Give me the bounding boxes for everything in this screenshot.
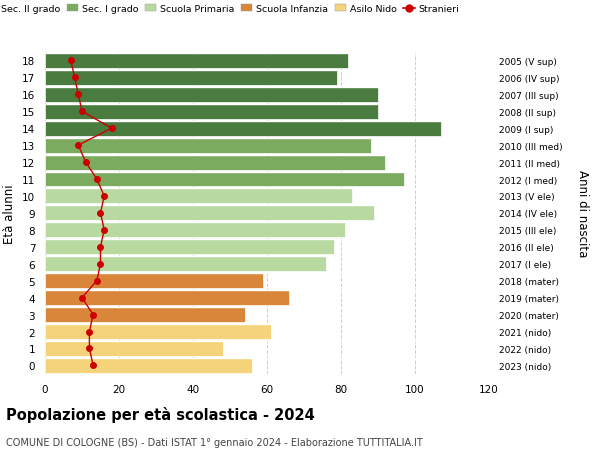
- Bar: [45, 291, 289, 305]
- Text: Popolazione per età scolastica - 2024: Popolazione per età scolastica - 2024: [6, 406, 315, 422]
- Bar: [45, 71, 337, 85]
- Text: COMUNE DI COLOGNE (BS) - Dati ISTAT 1° gennaio 2024 - Elaborazione TUTTITALIA.IT: COMUNE DI COLOGNE (BS) - Dati ISTAT 1° g…: [6, 437, 423, 447]
- Bar: [45, 172, 404, 187]
- Bar: [45, 274, 263, 289]
- Bar: [45, 88, 378, 102]
- Bar: [45, 206, 374, 221]
- Bar: [45, 325, 271, 339]
- Bar: [45, 341, 223, 356]
- Y-axis label: Età alunni: Età alunni: [4, 184, 16, 243]
- Bar: [45, 105, 378, 119]
- Bar: [45, 54, 349, 69]
- Legend: Sec. II grado, Sec. I grado, Scuola Primaria, Scuola Infanzia, Asilo Nido, Stran: Sec. II grado, Sec. I grado, Scuola Prim…: [0, 1, 463, 18]
- Bar: [45, 122, 441, 136]
- Bar: [45, 155, 385, 170]
- Bar: [45, 240, 334, 255]
- Bar: [45, 308, 245, 322]
- Bar: [45, 223, 344, 238]
- Bar: [45, 138, 371, 153]
- Bar: [45, 358, 252, 373]
- Bar: [45, 257, 326, 272]
- Y-axis label: Anni di nascita: Anni di nascita: [576, 170, 589, 257]
- Bar: [45, 189, 352, 204]
